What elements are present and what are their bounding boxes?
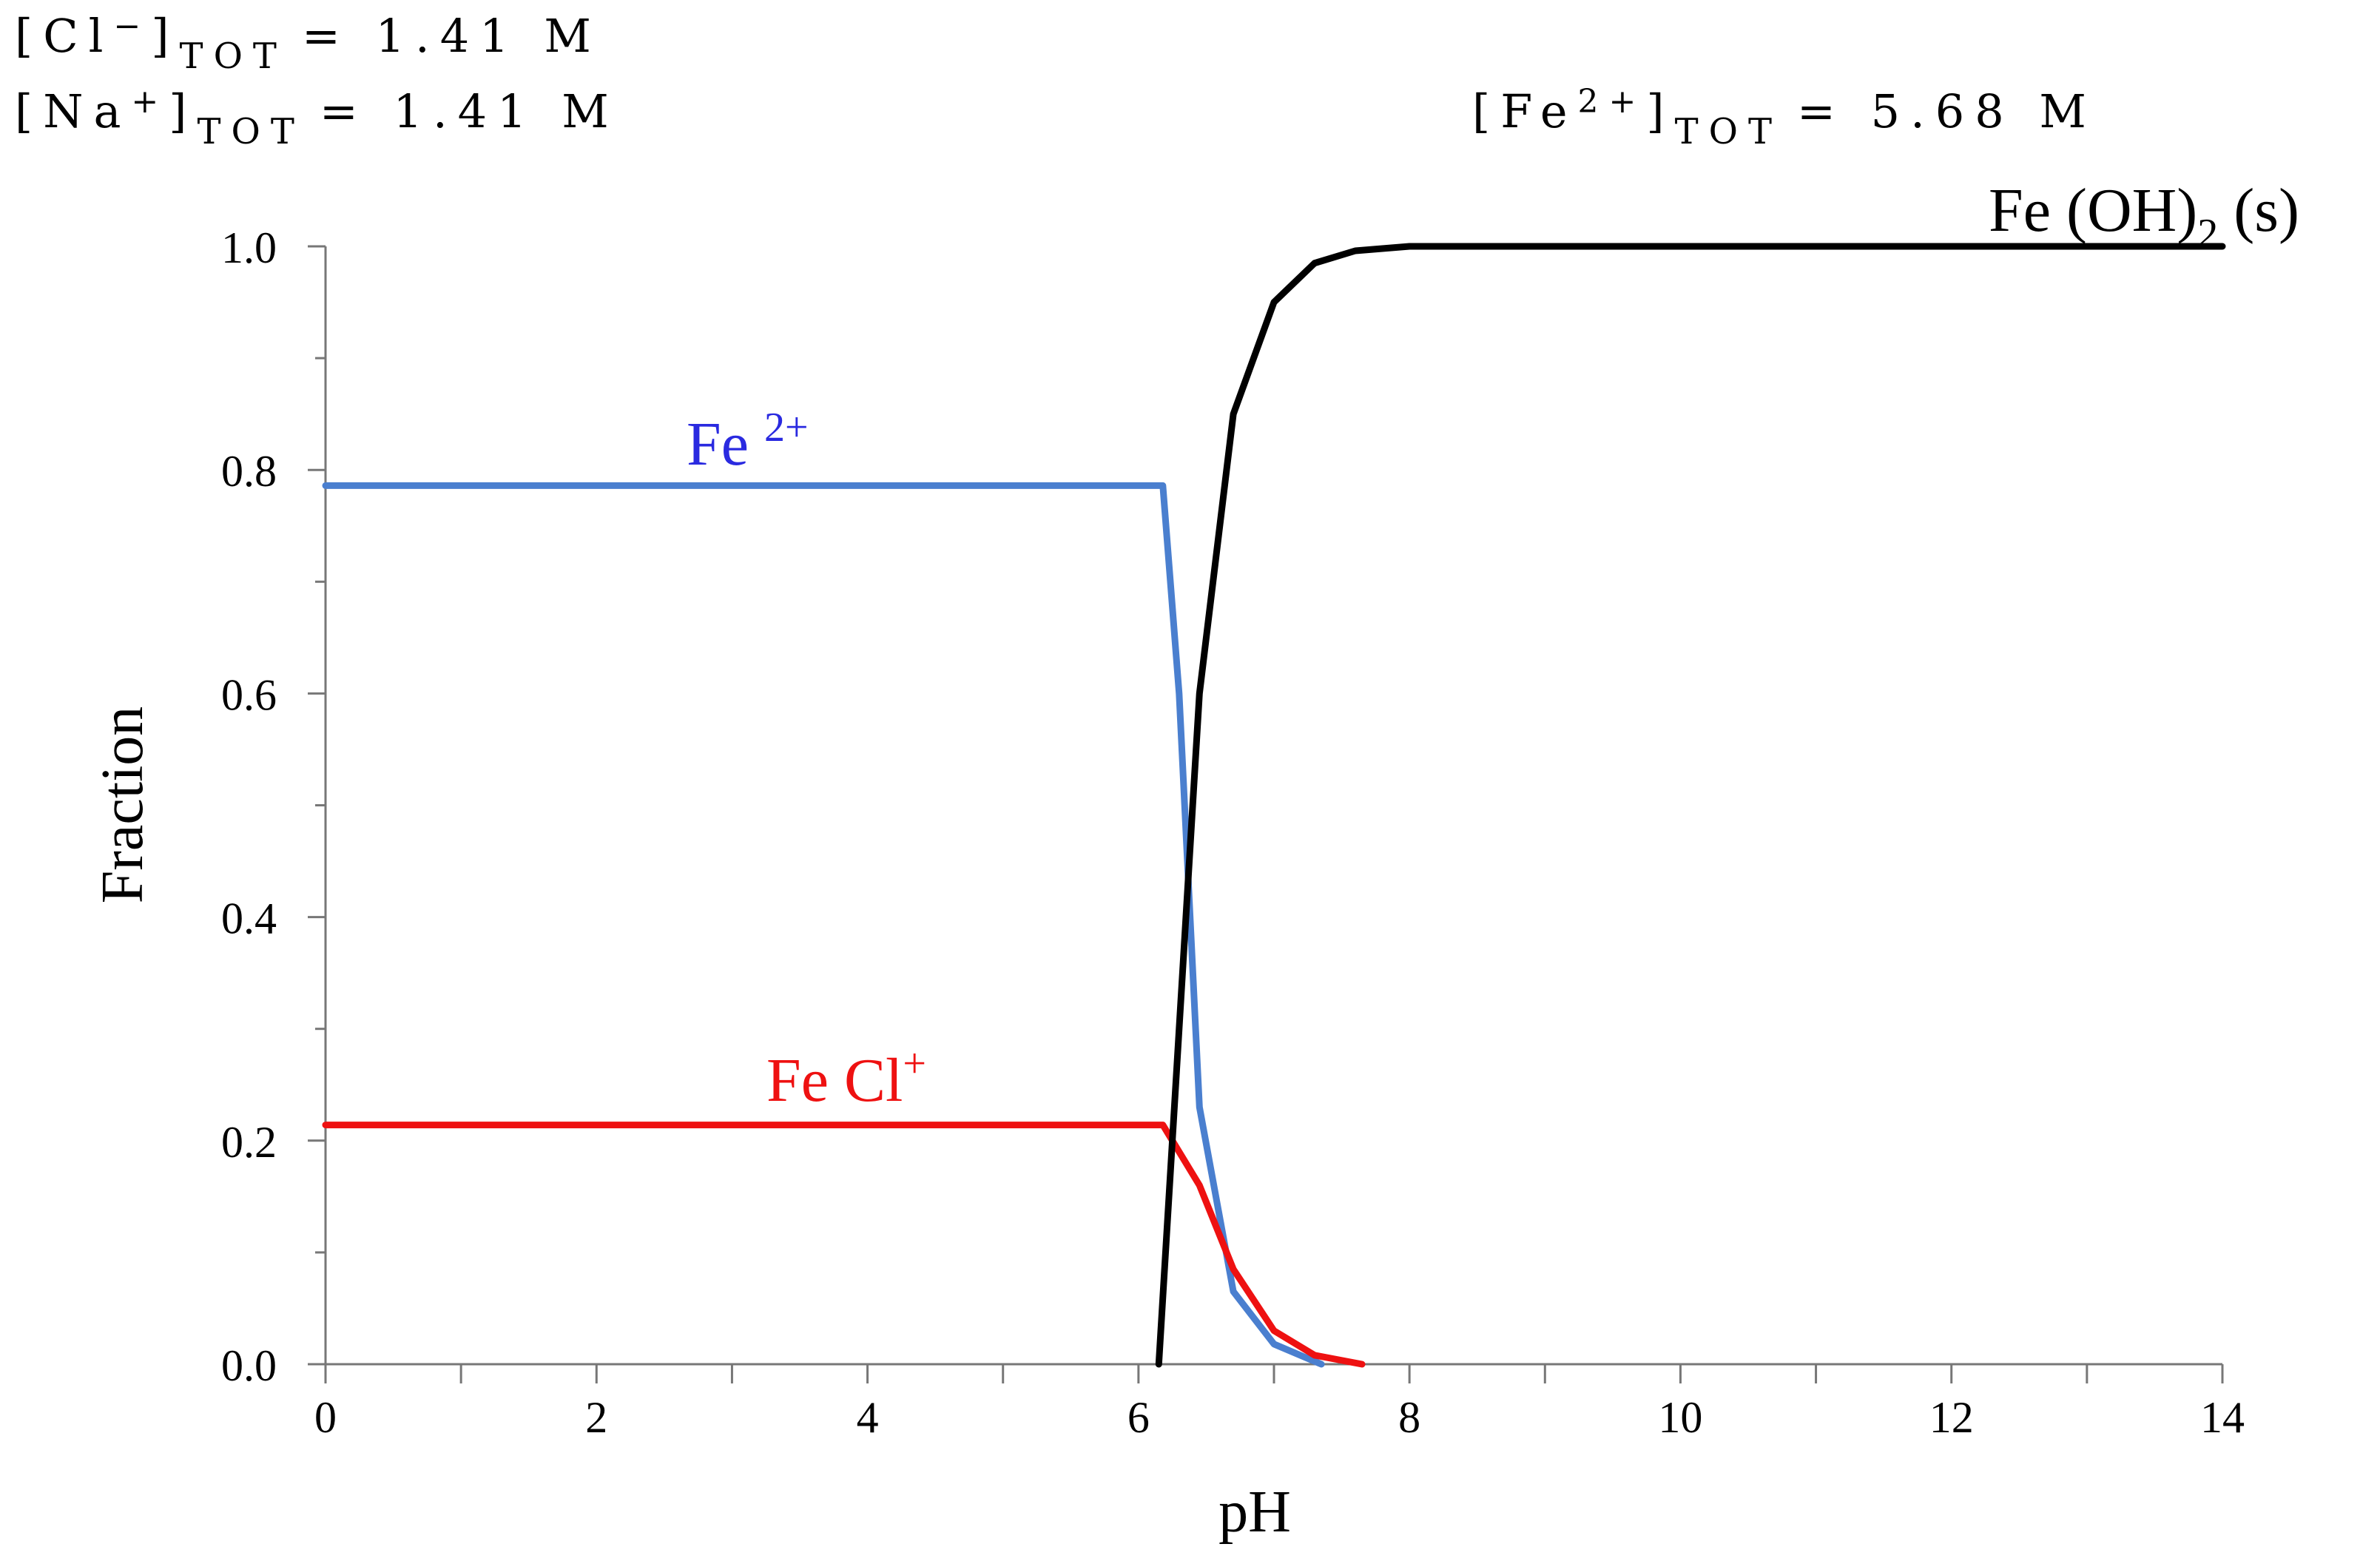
y-tick-label-3: 0.6 [221,670,277,719]
series-line-fecl [322,1122,1366,1368]
series-label-fe2: Fe 2+ [687,405,809,479]
na-total-label: [Na+]TOT = 1.41 M [15,83,619,152]
fe-total-label: [Fe2+]TOT = 5.68 M [1472,83,2097,152]
y-tick-label-4: 0.8 [221,447,277,496]
series-line-fe2 [322,482,1325,1368]
x-tick-label-6: 12 [1929,1393,1974,1442]
x-tick-label-7: 14 [2200,1393,2245,1442]
series-labels: Fe 2+ Fe Cl+ Fe (OH)2 (s) [687,176,2299,1115]
x-tick-label-5: 10 [1658,1393,1702,1442]
x-ticks: 0 2 4 6 8 10 12 14 [314,1364,2245,1442]
x-tick-label-3: 6 [1127,1393,1150,1442]
x-tick-label-2: 4 [857,1393,879,1442]
y-tick-label-1: 0.2 [221,1118,277,1167]
y-axis-label: Fraction [90,707,155,904]
x-tick-label-0: 0 [314,1393,337,1442]
header-concentrations: [Cl−]TOT = 1.41 M [Na+]TOT = 1.41 M [Fe2+]… [15,7,2097,152]
series-label-feoh2: Fe (OH)2 (s) [1989,176,2299,257]
series-line-feoh2 [1155,243,2226,1368]
x-axis-label: pH [1218,1480,1291,1545]
y-tick-label-2: 0.4 [221,894,277,943]
y-ticks: 0.0 0.2 0.4 0.6 0.8 1.0 [221,223,326,1390]
series-label-fecl: Fe Cl+ [766,1041,926,1115]
x-tick-label-4: 8 [1398,1393,1420,1442]
y-tick-label-5: 1.0 [221,223,277,272]
y-tick-label-0: 0.0 [221,1341,277,1390]
series-lines [322,243,2226,1368]
cl-total-label: [Cl−]TOT = 1.41 M [15,7,601,77]
axes [324,246,2222,1366]
x-tick-label-1: 2 [585,1393,607,1442]
